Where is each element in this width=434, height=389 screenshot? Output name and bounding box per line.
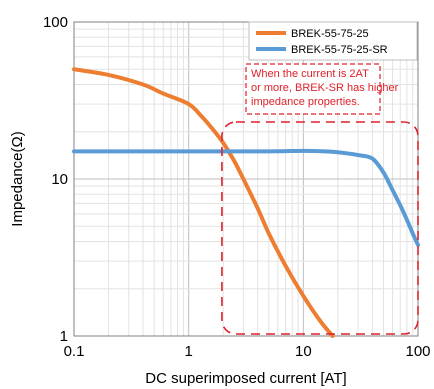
y-axis-label: Impedance(Ω) — [9, 131, 26, 226]
annotation-line-2: or more, BREK-SR has higher — [251, 82, 399, 94]
highlight-region — [221, 121, 419, 335]
y-tick-label: 1 — [60, 328, 68, 345]
series-line-2 — [72, 148, 420, 247]
annotation-box — [245, 63, 381, 115]
x-tick-label: 0.1 — [64, 343, 85, 360]
x-tick-label: 100 — [405, 343, 430, 360]
series-lines — [72, 67, 420, 338]
legend-label-1: BREK-55-75-25 — [291, 28, 369, 40]
x-tick-label: 1 — [184, 343, 192, 360]
legend-box — [248, 21, 418, 61]
x-axis-label: DC superimposed current [AT] — [145, 370, 346, 387]
legend: BREK-55-75-25 BREK-55-75-25-SR — [248, 21, 418, 61]
y-tick-label: 100 — [43, 14, 68, 31]
y-tick-label: 10 — [51, 171, 68, 188]
legend-label-2: BREK-55-75-25-SR — [291, 44, 388, 56]
y-tick-labels: 1 10 100 — [43, 14, 68, 345]
annotation-line-3: impedance properties. — [251, 96, 360, 108]
x-tick-label: 10 — [295, 343, 312, 360]
x-tick-labels: 0.1 1 10 100 — [64, 343, 431, 360]
annotation-line-1: When the current is 2AT — [251, 68, 369, 80]
annotation-note: When the current is 2AT or more, BREK-SR … — [245, 63, 399, 115]
